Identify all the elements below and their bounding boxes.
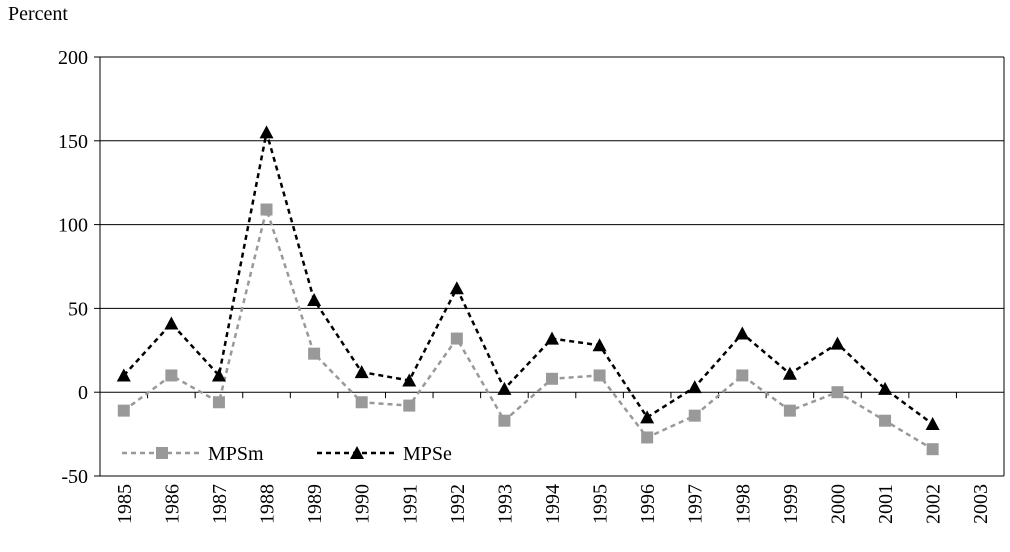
x-tick-label: 1991 bbox=[399, 484, 421, 524]
point bbox=[640, 410, 655, 424]
series-line bbox=[123, 205, 934, 451]
point bbox=[354, 365, 369, 379]
point bbox=[830, 336, 845, 350]
legend-marker bbox=[350, 446, 364, 459]
point bbox=[308, 347, 321, 360]
point bbox=[450, 332, 463, 345]
point bbox=[403, 399, 416, 412]
point bbox=[687, 380, 702, 394]
point bbox=[307, 293, 322, 307]
x-tick-label: 2001 bbox=[875, 484, 897, 524]
point bbox=[212, 396, 225, 409]
x-tick-label: 1994 bbox=[542, 484, 564, 524]
x-tick-label: 1996 bbox=[637, 484, 659, 524]
point bbox=[117, 404, 130, 417]
x-tick-label: 1997 bbox=[685, 484, 707, 524]
legend-label: MPSe bbox=[403, 443, 452, 465]
series-line bbox=[122, 132, 934, 426]
point bbox=[688, 409, 701, 422]
point bbox=[498, 414, 511, 427]
point bbox=[260, 203, 273, 216]
y-tick-label: 0 bbox=[78, 382, 88, 404]
x-tick-label: 2002 bbox=[923, 484, 945, 524]
point bbox=[925, 417, 940, 431]
point bbox=[831, 386, 844, 399]
y-axis-label: Percent bbox=[8, 3, 68, 25]
point bbox=[735, 326, 750, 340]
x-tick-label: 1985 bbox=[114, 484, 136, 524]
point bbox=[879, 414, 892, 427]
point bbox=[211, 368, 226, 382]
point bbox=[355, 396, 368, 409]
point bbox=[593, 369, 606, 382]
legend-marker bbox=[156, 447, 168, 459]
point bbox=[116, 368, 131, 382]
legend-label: MPSm bbox=[208, 443, 264, 465]
y-tick-label: 50 bbox=[68, 298, 88, 320]
point bbox=[165, 369, 178, 382]
point bbox=[592, 338, 607, 352]
x-tick-label: 2000 bbox=[827, 484, 849, 524]
y-tick-label: -50 bbox=[61, 466, 88, 488]
point bbox=[545, 331, 559, 345]
x-tick-label: 2003 bbox=[970, 484, 992, 524]
point bbox=[878, 381, 893, 395]
point bbox=[497, 381, 512, 395]
point bbox=[546, 372, 558, 385]
y-tick-label: 150 bbox=[58, 131, 88, 153]
x-tick-label: 1992 bbox=[447, 484, 469, 524]
x-tick-label: 1988 bbox=[257, 484, 279, 524]
point bbox=[402, 373, 417, 387]
x-tick-label: 1987 bbox=[209, 484, 231, 524]
x-tick-label: 1993 bbox=[494, 484, 516, 524]
point bbox=[782, 366, 797, 380]
point bbox=[926, 443, 939, 456]
x-tick-label: 1999 bbox=[780, 484, 802, 524]
point bbox=[736, 369, 749, 382]
point bbox=[164, 316, 179, 330]
x-tick-label: 1986 bbox=[161, 484, 183, 524]
point bbox=[641, 431, 654, 444]
point bbox=[259, 125, 274, 139]
x-tick-label: 1990 bbox=[352, 484, 374, 524]
y-tick-label: 100 bbox=[58, 215, 88, 237]
y-tick-label: 200 bbox=[58, 47, 88, 69]
x-tick-label: 1998 bbox=[732, 484, 754, 524]
point bbox=[449, 281, 464, 295]
point bbox=[783, 404, 796, 417]
x-tick-label: 1995 bbox=[590, 484, 612, 524]
x-tick-label: 1989 bbox=[304, 484, 326, 524]
